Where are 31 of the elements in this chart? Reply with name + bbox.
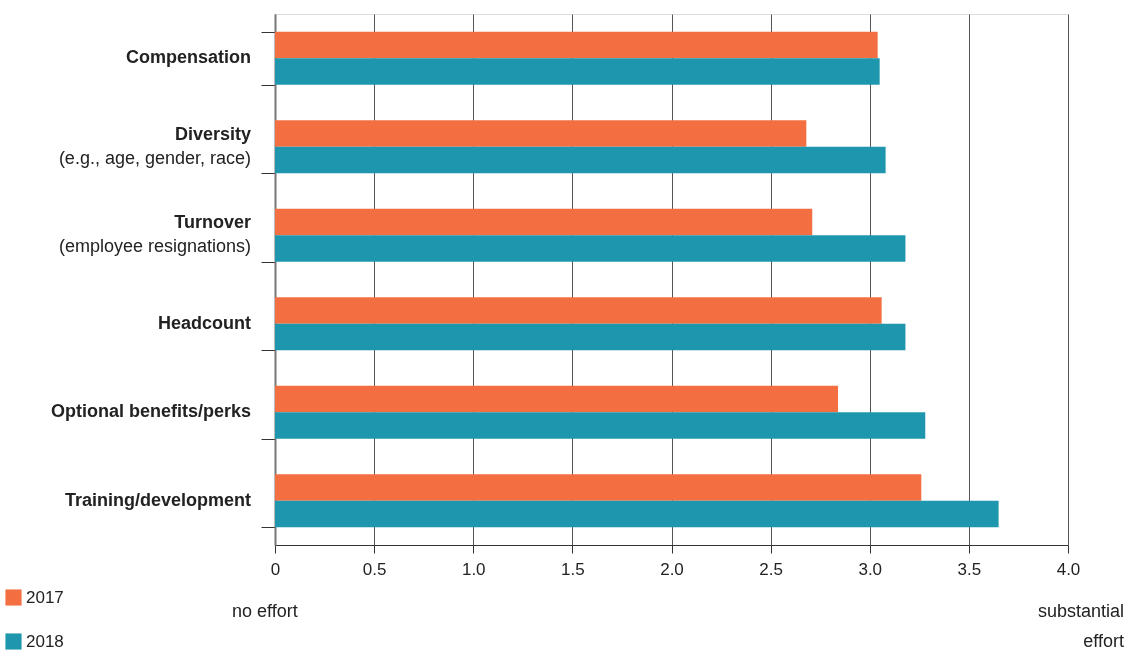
- bar: [275, 474, 922, 501]
- legend-label: 2017: [26, 587, 64, 607]
- text: no effort: [232, 601, 298, 621]
- bar: [275, 31, 878, 59]
- bar: [275, 297, 882, 324]
- x-tick-label: 3.0: [858, 559, 883, 579]
- y-tick-label: Training/development: [64, 489, 251, 510]
- x-tick-label: 0: [270, 559, 281, 579]
- bar: [275, 146, 886, 174]
- bar: [275, 235, 906, 262]
- x-tick-label: 2.0: [660, 559, 684, 579]
- x-tick-label: 1.0: [461, 559, 486, 579]
- bar: [275, 323, 906, 351]
- text: substantial effort: [1037, 601, 1124, 651]
- bar: [275, 208, 813, 236]
- bar: [275, 385, 839, 413]
- y-tick-label: Compensation: [125, 47, 251, 68]
- x-tick-label: 2.5: [759, 559, 783, 579]
- bar: [275, 500, 999, 528]
- bar: [275, 412, 926, 439]
- bar: [275, 120, 807, 147]
- x-tick-label: 3.5: [957, 559, 982, 579]
- y-tick-label: Optional benefits/perks: [50, 401, 251, 422]
- y-tick-label: Headcount: [157, 312, 251, 333]
- bar: [275, 58, 880, 85]
- x-tick-label: 1.5: [561, 559, 585, 579]
- x-tick-label: 4.0: [1056, 559, 1081, 579]
- x-tick-label: 0.5: [362, 559, 387, 579]
- category-label: Diversity (e.g., age, gender, race): [58, 123, 251, 168]
- category-label: Turnover (employee resignations): [58, 212, 251, 257]
- legend-label: 2018: [26, 631, 64, 651]
